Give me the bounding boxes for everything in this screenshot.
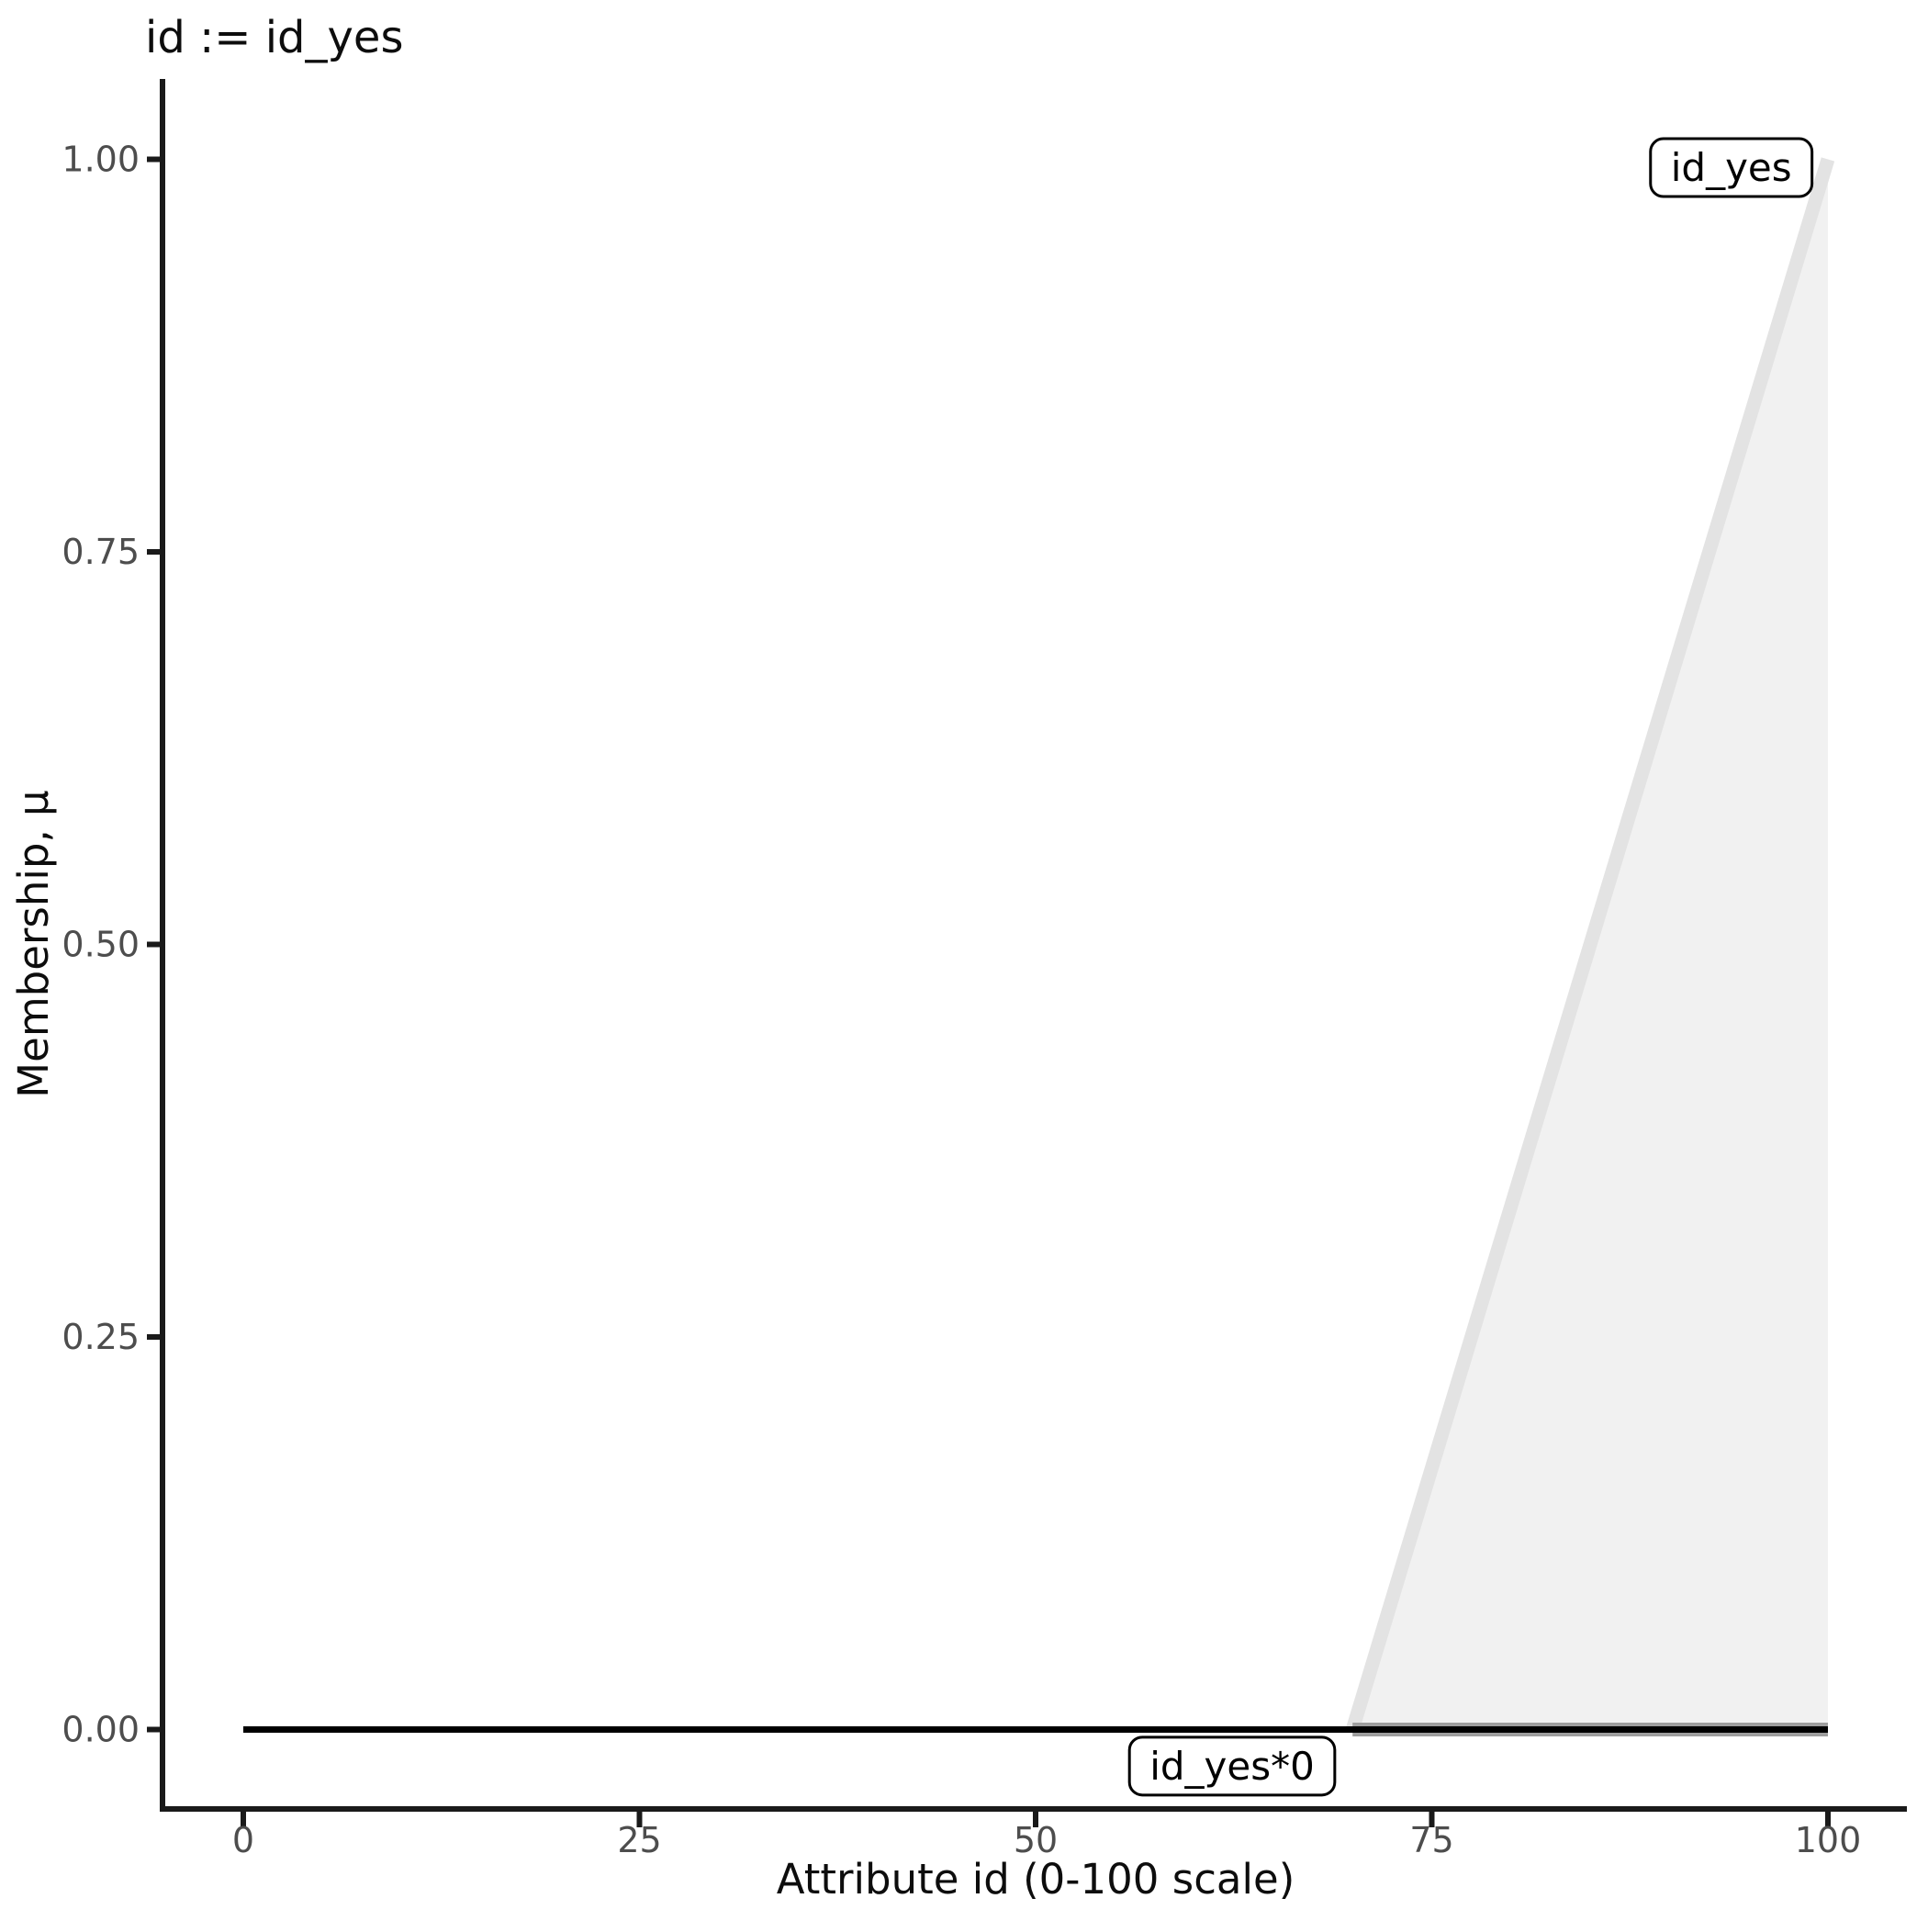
y-tick-label: 0.50 bbox=[62, 925, 140, 965]
series-label-box bbox=[1127, 1735, 1337, 1797]
y-tick-label: 0.00 bbox=[62, 1710, 140, 1750]
series-label-text: id_yes bbox=[1671, 145, 1792, 190]
series-label-text: id_yes*0 bbox=[1149, 1744, 1315, 1789]
y-tick-label: 0.25 bbox=[62, 1317, 140, 1357]
y-tick-label: 1.00 bbox=[62, 140, 140, 180]
series-layer bbox=[243, 157, 1835, 1736]
x-tick-label: 0 bbox=[232, 1820, 254, 1860]
x-axis-ticks: 0 25 50 75 100 bbox=[232, 1812, 1861, 1860]
series-label-id_yes: id_yes bbox=[1649, 137, 1814, 198]
y-tick-label: 0.75 bbox=[62, 532, 140, 572]
axes: 0 25 50 75 100 0.00 0.25 0.50 0.75 1.00 bbox=[62, 79, 1907, 1860]
x-tick-label: 100 bbox=[1795, 1820, 1862, 1860]
x-tick-label: 75 bbox=[1409, 1820, 1453, 1860]
y-axis-title: Membership, μ bbox=[9, 790, 58, 1097]
x-axis-title: Attribute id (0-100 scale) bbox=[777, 1855, 1295, 1904]
plot-title: id := id_yes bbox=[145, 12, 403, 63]
series-label-id_yesx0: id_yes*0 bbox=[1127, 1735, 1337, 1797]
series-labels: id_yes id_yes*0 bbox=[1127, 137, 1814, 1797]
series-label-box bbox=[1649, 137, 1814, 198]
x-tick-label: 50 bbox=[1014, 1820, 1058, 1860]
series-id_yes-line bbox=[1346, 157, 1835, 1732]
x-tick-label: 25 bbox=[617, 1820, 661, 1860]
y-axis-ticks: 0.00 0.25 0.50 0.75 1.00 bbox=[62, 140, 163, 1750]
